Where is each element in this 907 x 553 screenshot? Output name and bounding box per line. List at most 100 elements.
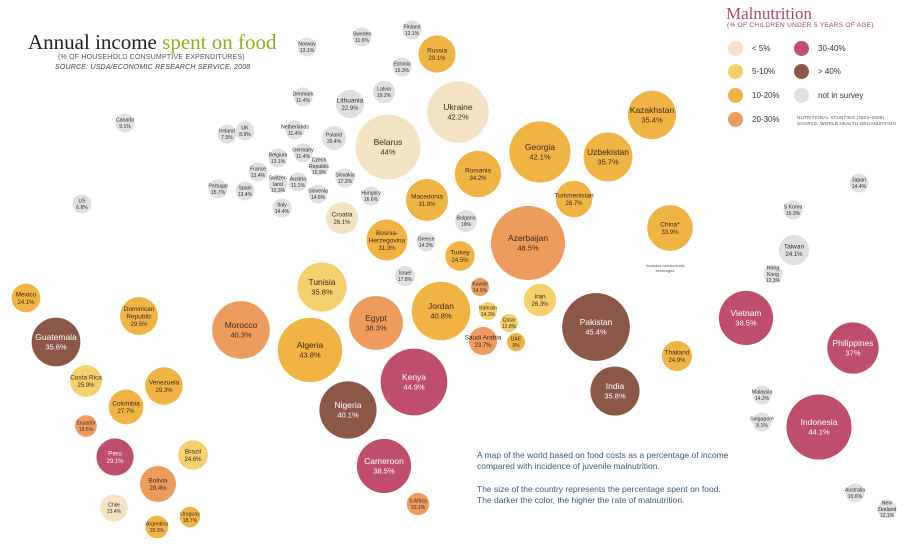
bubble-circle [627, 90, 677, 140]
bubble-label: Estonia [393, 62, 410, 68]
bubble-circle [309, 156, 329, 176]
bubble-label: Thailand [665, 350, 690, 357]
bubble-value: 43.8% [299, 351, 321, 360]
bubble-value: 35.6% [45, 343, 67, 352]
bubble-value: 33.9% [661, 230, 679, 236]
bubble-circle [178, 440, 208, 470]
bubble-label: Germany [292, 148, 314, 154]
bubble-value: 13.1% [300, 48, 315, 54]
legend-item-gt40: > 40% [794, 64, 841, 79]
bubble-circle [361, 186, 381, 206]
bubble-circle [405, 178, 449, 222]
bubble-label: Saudi Arabia [465, 335, 502, 342]
bubble-circle [308, 184, 328, 204]
bubble-circle [445, 241, 475, 271]
bubble-circle [31, 317, 81, 367]
bubble-circle [380, 348, 448, 416]
bubble-circle [647, 205, 693, 251]
bubble-circle [115, 113, 135, 133]
bubble-label: Taiwan [784, 244, 805, 251]
bubble-value: 6.8% [76, 205, 88, 211]
bubble-value: 40.3% [230, 331, 252, 340]
bubble-value: 24.1% [785, 252, 803, 258]
bubble-label: Ireland [219, 129, 235, 135]
bubble-value: 23.7% [474, 343, 492, 349]
bubble-label: Portugal [208, 184, 227, 190]
bubble-value: 48.5% [517, 244, 539, 253]
bubble-circle [355, 114, 421, 180]
bubble-value: 45.4% [585, 328, 607, 337]
bubble-label: Uruguay [180, 512, 200, 518]
bubble-circle [471, 278, 489, 296]
bubble-circle [394, 265, 416, 287]
bubble-value: 13.1% [271, 159, 286, 165]
bubble-circle [248, 162, 268, 182]
bubble-circle [335, 168, 355, 188]
bubble-circle [325, 201, 359, 235]
bubble-circle [507, 333, 525, 351]
bubble-value: 42.2% [447, 113, 469, 122]
bubble-label: Qatar [503, 318, 516, 324]
bubble-uk: UK8.9% [235, 121, 255, 141]
bubble-value: 19.5% [79, 427, 94, 433]
bubble-label: Lithuania [337, 98, 364, 105]
bubble-circle [468, 326, 498, 356]
bubble-label: Costa Rica [70, 375, 102, 382]
bubble-bosnia-herzegovina: Bosnia-Herzegovina 31.3% [366, 219, 408, 261]
bubble-value: 9.1% [119, 124, 131, 130]
bubble-circle [786, 394, 852, 460]
bubble-value: 12.3% [766, 278, 781, 284]
bubble-value: 44.9% [403, 383, 425, 392]
bubble-label: Indonesia [801, 417, 838, 427]
bubble-label: Egypt [365, 313, 387, 323]
bubble-value: 23.4% [107, 509, 122, 515]
bubble-circle [366, 219, 408, 261]
bubble-value: 35.7% [597, 158, 619, 167]
bubble-circle [145, 367, 183, 405]
bubble-value: 15.7% [211, 190, 226, 196]
bubble-value: 11.6% [355, 38, 369, 44]
bubble-value: 24.5% [451, 258, 469, 264]
bubble-circle [590, 366, 640, 416]
bubble-value: 27.7% [117, 409, 135, 415]
bubble-circle [285, 120, 305, 140]
bubble-label: Pakistan [580, 317, 613, 327]
description-line-2: compared with incidence of juvenile maln… [477, 461, 660, 471]
bubble-label: Herzegovina [369, 237, 406, 244]
bubble-circle [356, 438, 412, 494]
bubble-label: Austria [290, 177, 306, 183]
bubble-label: Netherlands [281, 125, 309, 131]
bubble-label: S Africa [409, 499, 427, 505]
bubble-value: 22.9% [341, 106, 359, 112]
bubble-value: 17.2% [338, 179, 353, 185]
bubble-label: Iran [534, 294, 546, 301]
bubble-label: Vietnam [730, 308, 761, 318]
bubble-value: 31.9% [418, 202, 436, 208]
bubble-value: 14.2% [755, 396, 770, 402]
bubble-circle [509, 121, 571, 183]
bubble-value: 17.8% [398, 277, 413, 283]
bubble-label: Latvia [377, 87, 391, 93]
bubble-label: Tunisia [308, 277, 335, 287]
bubble-value: 19% [461, 222, 472, 228]
bubble-label: Czech [312, 158, 327, 164]
bubble-circle [418, 35, 456, 73]
